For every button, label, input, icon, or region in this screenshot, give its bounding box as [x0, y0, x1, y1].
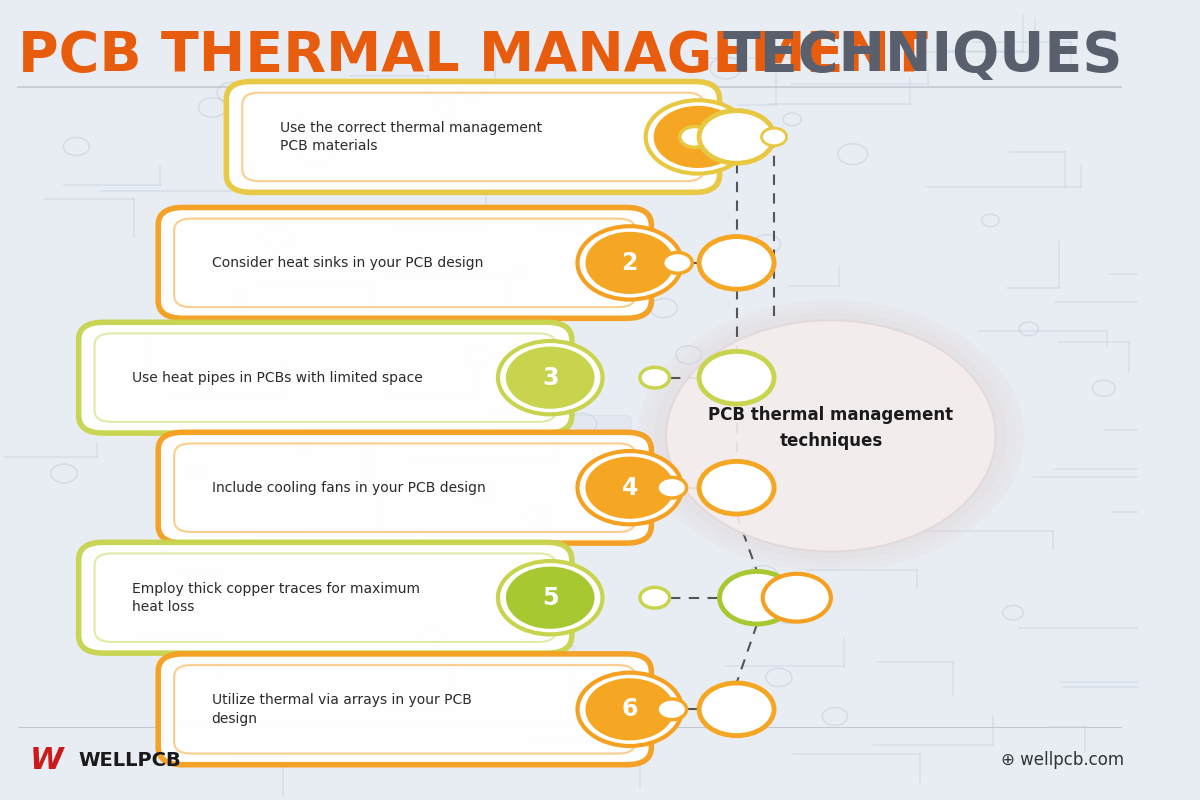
Circle shape — [586, 457, 674, 518]
Circle shape — [679, 126, 709, 147]
Text: 5: 5 — [542, 586, 558, 610]
Circle shape — [658, 478, 686, 498]
Circle shape — [700, 237, 774, 289]
Circle shape — [640, 367, 670, 388]
Text: 6: 6 — [622, 698, 638, 722]
Text: Utilize thermal via arrays in your PCB
design: Utilize thermal via arrays in your PCB d… — [211, 693, 472, 726]
Circle shape — [655, 312, 1007, 559]
Circle shape — [577, 673, 682, 746]
Text: Include cooling fans in your PCB design: Include cooling fans in your PCB design — [211, 481, 485, 494]
Circle shape — [577, 226, 682, 299]
Text: Use heat pipes in PCBs with limited space: Use heat pipes in PCBs with limited spac… — [132, 370, 422, 385]
Text: ⊕ wellpcb.com: ⊕ wellpcb.com — [1001, 751, 1124, 770]
Circle shape — [506, 346, 594, 409]
Circle shape — [506, 566, 594, 629]
FancyBboxPatch shape — [158, 207, 652, 318]
Text: Employ thick copper traces for maximum
heat loss: Employ thick copper traces for maximum h… — [132, 582, 420, 614]
Text: TECHNIQUES: TECHNIQUES — [722, 30, 1123, 83]
FancyBboxPatch shape — [227, 82, 720, 192]
Circle shape — [654, 106, 743, 168]
FancyBboxPatch shape — [146, 323, 284, 382]
Circle shape — [763, 574, 830, 622]
Text: W: W — [30, 746, 64, 775]
Circle shape — [577, 451, 682, 524]
Circle shape — [658, 699, 686, 720]
Circle shape — [498, 341, 602, 414]
FancyBboxPatch shape — [158, 432, 652, 543]
Circle shape — [720, 571, 794, 624]
Circle shape — [700, 351, 774, 404]
Text: Consider heat sinks in your PCB design: Consider heat sinks in your PCB design — [211, 256, 482, 270]
Circle shape — [666, 320, 996, 551]
Text: Use the correct thermal management
PCB materials: Use the correct thermal management PCB m… — [280, 121, 542, 153]
Circle shape — [662, 253, 692, 274]
FancyBboxPatch shape — [406, 644, 576, 722]
Text: PCB thermal management
techniques: PCB thermal management techniques — [708, 406, 954, 450]
Text: WELLPCB: WELLPCB — [79, 751, 181, 770]
Circle shape — [640, 587, 670, 608]
Circle shape — [700, 462, 774, 514]
FancyBboxPatch shape — [79, 322, 572, 433]
Circle shape — [700, 683, 774, 736]
Text: 4: 4 — [622, 476, 638, 500]
Circle shape — [646, 100, 750, 174]
Circle shape — [498, 561, 602, 634]
Text: 1: 1 — [690, 125, 706, 149]
Circle shape — [762, 128, 786, 146]
Circle shape — [586, 232, 674, 294]
FancyBboxPatch shape — [484, 415, 631, 487]
FancyBboxPatch shape — [79, 542, 572, 653]
Circle shape — [700, 110, 774, 163]
Text: PCB THERMAL MANAGEMENT: PCB THERMAL MANAGEMENT — [18, 30, 929, 83]
Circle shape — [637, 300, 1024, 571]
Circle shape — [646, 306, 1016, 566]
Text: 2: 2 — [622, 251, 638, 275]
FancyBboxPatch shape — [248, 490, 420, 566]
Text: 3: 3 — [542, 366, 558, 390]
Circle shape — [586, 678, 674, 741]
FancyBboxPatch shape — [158, 654, 652, 765]
